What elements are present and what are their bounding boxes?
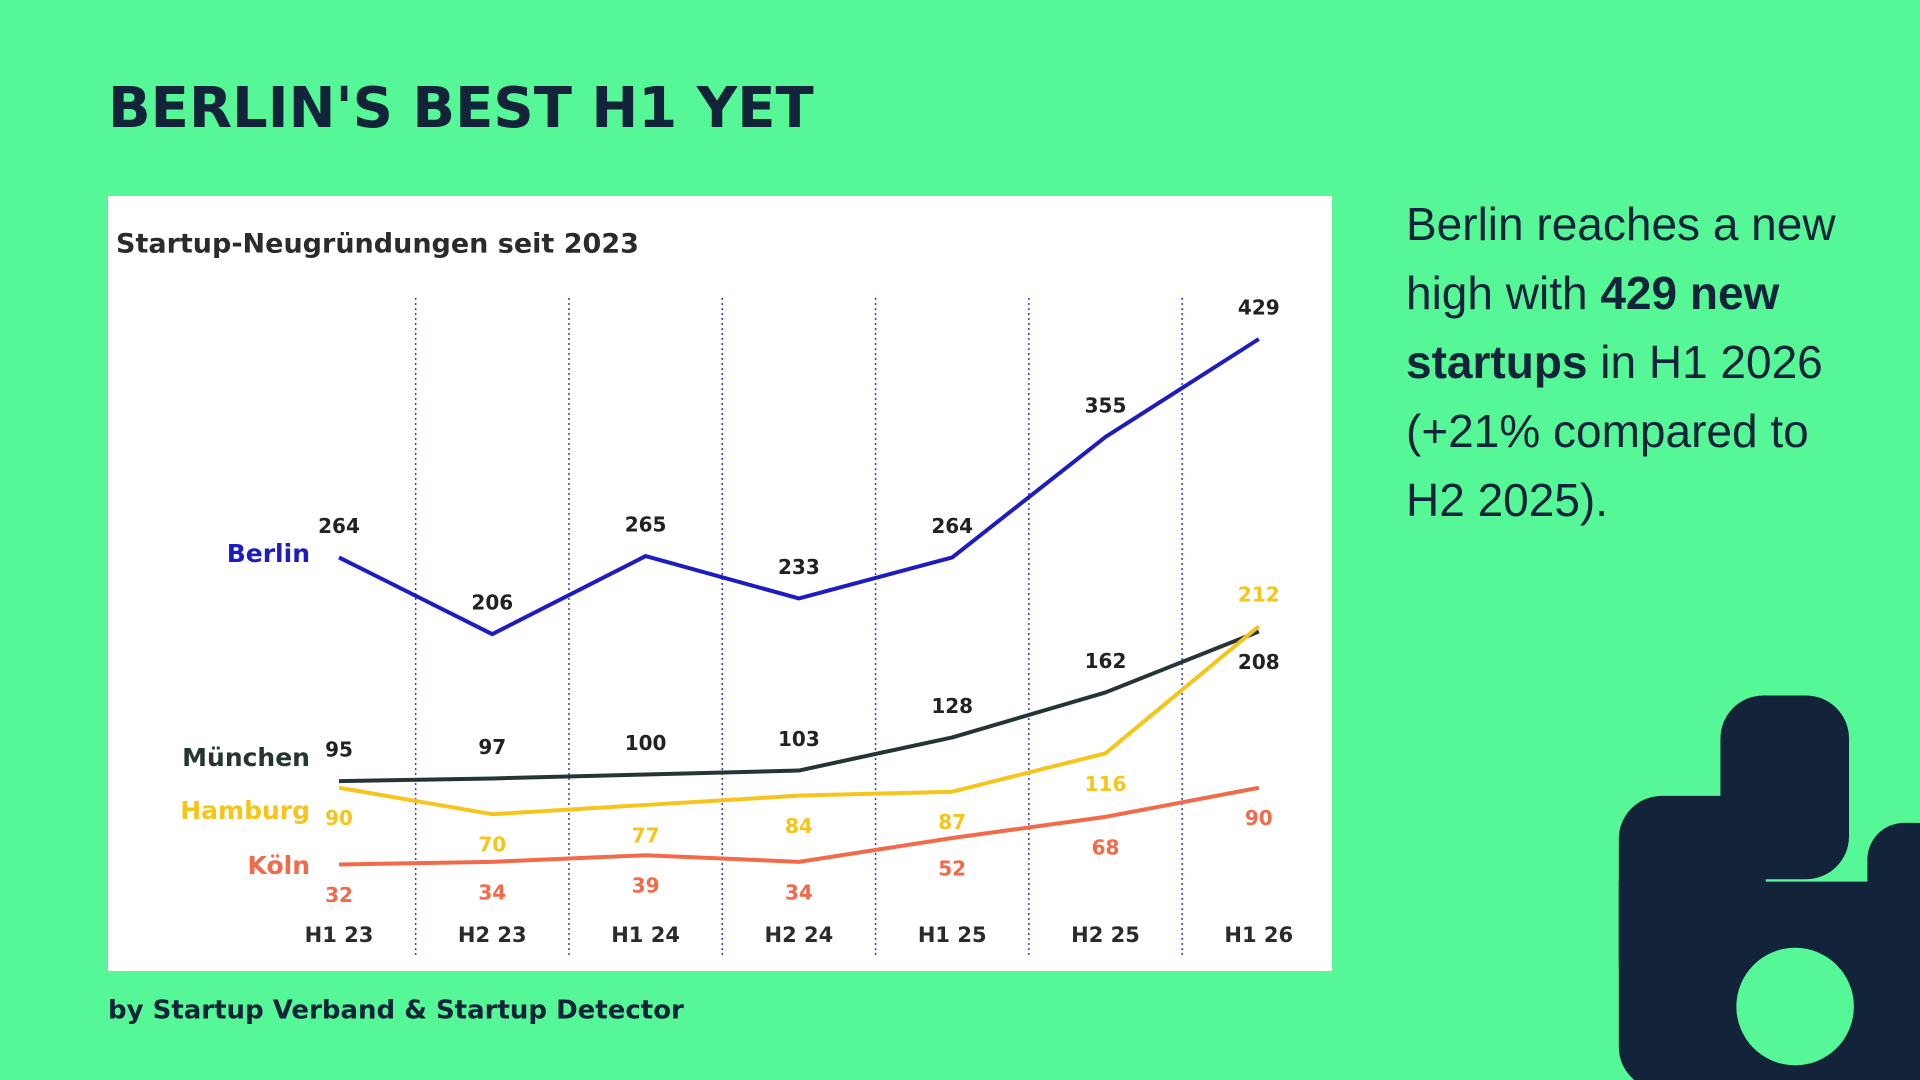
shape-cutout — [1736, 947, 1854, 1066]
chart-panel — [108, 196, 1332, 971]
data-label: 34 — [478, 880, 506, 904]
data-label: 355 — [1085, 393, 1127, 417]
series-line — [338, 629, 1260, 784]
plot: H1 23 H2 23 H1 24 H2 24 H1 25 H2 25 H1 26 Berli… — [180, 296, 1293, 955]
data-label: 87 — [938, 810, 966, 834]
data-label: 70 — [478, 833, 506, 857]
data-label: 68 — [1092, 835, 1120, 859]
chart-title: Startup-Neugründungen seit 2023 — [116, 229, 639, 260]
x-tick-label: H1 26 — [1224, 923, 1293, 947]
data-label: 264 — [931, 514, 973, 538]
x-tick-label: H2 24 — [765, 923, 834, 947]
legend-label: München — [182, 743, 310, 772]
x-tick-label: H1 23 — [305, 923, 374, 947]
data-label: 52 — [938, 857, 966, 881]
data-label: 233 — [778, 555, 820, 579]
data-label: 206 — [471, 591, 513, 615]
highlight: 429 new startups — [1406, 267, 1780, 388]
text: in H1 2026 (+21% compared to H2 2025). — [1406, 336, 1823, 526]
x-tick-label: H1 25 — [918, 923, 987, 947]
data-label: 103 — [778, 727, 820, 751]
data-label: 116 — [1085, 772, 1127, 796]
text: Berlin reaches a new high with — [1406, 198, 1836, 319]
data-label: 208 — [1238, 650, 1280, 674]
decoration — [1618, 695, 1920, 1080]
data-label: 264 — [318, 514, 360, 538]
legend-label: Köln — [248, 851, 310, 880]
data-label: 100 — [625, 731, 667, 755]
data-label: 77 — [632, 823, 660, 847]
data-label: 162 — [1085, 649, 1127, 673]
data-label: 95 — [325, 738, 353, 762]
legend-label: Berlin — [227, 539, 310, 568]
data-label: 128 — [931, 694, 973, 718]
x-tick-label: H2 23 — [458, 923, 527, 947]
data-label: 97 — [478, 735, 506, 759]
data-label: 212 — [1238, 583, 1280, 607]
data-label: 90 — [325, 806, 353, 830]
x-tick-label: H1 24 — [611, 923, 680, 947]
data-label: 265 — [625, 513, 667, 537]
data-label: 90 — [1245, 806, 1273, 830]
series-line — [338, 337, 1260, 637]
legend-label: Hamburg — [180, 796, 310, 825]
data-label: 39 — [632, 874, 660, 898]
description: Berlin reaches a new high with 429 new s… — [1406, 190, 1846, 535]
series-line — [338, 785, 1260, 867]
source: by Startup Verband & Startup Detector — [108, 996, 684, 1026]
slide-title: BERLIN'S BEST H1 YET — [108, 76, 814, 141]
x-tick-label: H2 25 — [1071, 923, 1140, 947]
series-line — [338, 624, 1261, 817]
data-label: 84 — [785, 814, 813, 838]
data-label: 32 — [325, 883, 353, 907]
data-label: 34 — [785, 880, 813, 904]
data-label: 429 — [1238, 296, 1280, 320]
